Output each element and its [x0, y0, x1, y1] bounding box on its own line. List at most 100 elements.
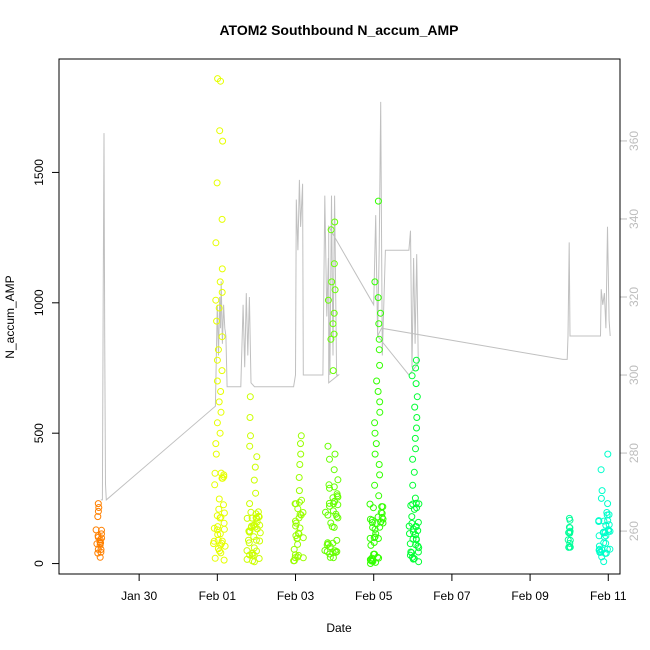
series-feb-01b: [243, 393, 264, 566]
data-point: [297, 432, 305, 440]
data-point: [246, 500, 254, 508]
data-point: [218, 367, 226, 375]
data-point: [211, 469, 219, 477]
data-point: [217, 513, 225, 521]
data-point: [329, 320, 337, 328]
data-point: [324, 296, 332, 304]
series-jan-29: [92, 500, 106, 561]
data-point: [221, 542, 229, 550]
data-point: [565, 523, 573, 531]
data-point: [600, 517, 608, 525]
data-point: [604, 500, 612, 508]
data-point: [329, 549, 337, 557]
data-point: [409, 455, 417, 463]
data-point: [412, 445, 419, 453]
x-tick-label: Feb 09: [511, 589, 549, 603]
data-point: [250, 476, 258, 484]
data-point: [333, 490, 341, 498]
data-point: [410, 468, 418, 476]
data-point: [92, 526, 100, 534]
data-point: [370, 534, 378, 542]
data-point: [366, 556, 374, 564]
data-point: [249, 557, 256, 565]
data-point: [566, 539, 574, 547]
data-point: [213, 356, 221, 364]
data-point: [295, 487, 303, 495]
data-point: [253, 547, 260, 555]
y2-tick-label: 300: [627, 365, 641, 385]
points-layer: [92, 75, 614, 567]
data-point: [566, 543, 574, 551]
data-point: [294, 553, 302, 561]
series-feb-01: [210, 75, 229, 564]
data-point: [376, 408, 384, 416]
series-feb-05: [366, 197, 387, 567]
data-point: [245, 539, 253, 547]
data-point: [414, 527, 422, 535]
data-point: [371, 419, 379, 427]
x-tick-label: Feb 05: [355, 589, 393, 603]
data-point: [212, 296, 220, 304]
chart-title: ATOM2 Southbound N_accum_AMP: [219, 22, 458, 38]
data-point: [98, 530, 105, 538]
data-point: [598, 487, 606, 495]
data-point: [327, 226, 335, 234]
data-point: [217, 408, 225, 416]
data-point: [370, 539, 378, 546]
data-point: [297, 440, 304, 448]
data-point: [330, 260, 338, 268]
data-point: [376, 361, 384, 369]
data-point: [368, 516, 376, 524]
data-point: [213, 377, 221, 385]
data-point: [329, 367, 337, 375]
data-point: [377, 309, 384, 317]
data-point: [327, 335, 335, 343]
data-point: [409, 535, 417, 543]
data-point: [373, 377, 381, 385]
data-point: [372, 440, 380, 448]
data-point: [595, 518, 603, 525]
data-point: [250, 533, 258, 541]
data-point: [597, 466, 605, 474]
data-point: [210, 524, 218, 532]
data-point: [256, 537, 264, 545]
data-point: [220, 556, 228, 564]
data-point: [366, 500, 374, 508]
data-point: [327, 519, 335, 527]
data-point: [294, 505, 302, 513]
data-point: [378, 513, 386, 521]
data-point: [246, 442, 254, 450]
data-point: [564, 536, 572, 544]
data-point: [329, 554, 337, 562]
data-point: [603, 545, 611, 553]
data-point: [95, 504, 103, 511]
series-feb-10: [564, 514, 574, 551]
data-point: [246, 414, 254, 421]
data-point: [326, 455, 333, 463]
data-point: [218, 333, 226, 341]
data-point: [255, 555, 263, 562]
data-point: [246, 393, 254, 401]
data-point: [412, 523, 420, 531]
data-point: [94, 545, 102, 553]
data-point: [376, 398, 384, 406]
data-point: [252, 510, 260, 518]
data-point: [331, 547, 339, 555]
data-point: [215, 304, 223, 312]
data-point: [413, 504, 421, 512]
data-point: [213, 317, 221, 325]
data-point: [328, 278, 336, 286]
data-point: [375, 461, 383, 468]
y2-tick-label: 280: [627, 443, 641, 463]
x-tick-label: Feb 11: [590, 589, 627, 603]
data-point: [294, 529, 302, 537]
data-point: [413, 414, 421, 421]
data-point: [565, 514, 573, 522]
data-point: [290, 545, 298, 553]
data-point: [375, 346, 383, 354]
data-point: [98, 526, 105, 534]
series-feb-11: [595, 450, 614, 566]
data-point: [371, 550, 378, 558]
data-point: [290, 557, 298, 565]
y-axis-label: N_accum_AMP: [3, 275, 17, 358]
